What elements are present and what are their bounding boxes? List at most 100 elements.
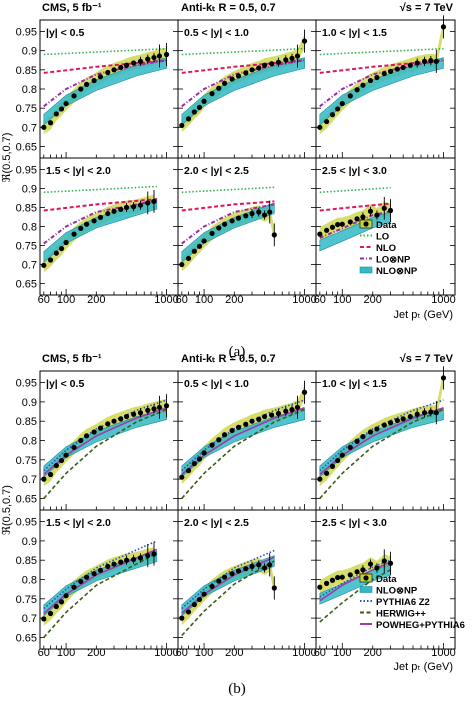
panel-a-6: 60 100 200 1000 2.5 < |y| < 3.0 DataLONLOLO⊗N… xyxy=(314,157,456,306)
data-point xyxy=(63,593,69,599)
caption-a: (a) xyxy=(229,344,246,360)
data-point xyxy=(347,572,353,578)
data-point xyxy=(229,76,235,82)
data-point xyxy=(283,57,289,63)
nlo-np-band xyxy=(319,563,391,605)
herwig-line xyxy=(43,552,158,638)
data-point xyxy=(185,468,192,474)
data-point xyxy=(374,565,380,571)
pythia6-z2-line xyxy=(181,399,305,472)
header-right: √s = 7 TeV xyxy=(400,2,454,14)
data-point xyxy=(151,198,157,204)
data-point xyxy=(71,444,77,451)
data-point xyxy=(118,559,124,565)
data-point xyxy=(185,609,192,615)
data-point xyxy=(221,574,228,580)
x-tick-label: 200 xyxy=(87,294,105,306)
data-point xyxy=(221,221,228,227)
data-point xyxy=(47,120,54,126)
data-point xyxy=(41,616,47,622)
header-left: CMS, 5 fb⁻¹ xyxy=(42,2,102,14)
y-tick-label: 0.65 xyxy=(16,632,37,644)
data-point xyxy=(243,566,249,572)
data-point xyxy=(111,67,117,73)
legend-entry: NLO⊗NP xyxy=(376,586,418,597)
data-point xyxy=(53,603,59,610)
data-point xyxy=(118,416,124,422)
data-point xyxy=(229,427,235,434)
data-point xyxy=(249,210,255,217)
data-point xyxy=(317,231,323,237)
x-axis-label: Jet pₜ (GeV) xyxy=(394,309,454,321)
data-point xyxy=(294,404,301,410)
y-tick-label: 0.8 xyxy=(22,222,37,234)
y-axis-label: ℜ(0.5,0.7) xyxy=(1,133,13,183)
herwig-line xyxy=(181,408,305,499)
y-tick-label: 0.95 xyxy=(16,517,37,529)
panel-b-6: 60 100 200 1000 2.5 < |y| < 3.0 DataNLO⊗NPPYT… xyxy=(314,509,465,659)
y-tick-label: 0.9 xyxy=(22,397,37,409)
y-tick-label: 0.7 xyxy=(22,260,37,272)
panel-b-1: 0.65 0.7 0.75 0.8 0.85 0.9 0.95 |y| < 0.5 xyxy=(16,370,179,511)
x-tick-label: 60 xyxy=(314,294,326,306)
lo-np-line xyxy=(181,59,305,108)
data-point xyxy=(145,56,151,62)
rapidity-bin-label: 1.0 < |y| < 1.5 xyxy=(322,27,387,39)
data-point xyxy=(267,209,273,215)
nlo-line xyxy=(181,200,275,212)
data-point xyxy=(83,81,90,87)
data-point xyxy=(275,59,282,65)
y-tick-label: 0.85 xyxy=(16,555,37,567)
data-point xyxy=(137,410,144,416)
data-point xyxy=(354,216,360,222)
x-tick-label: 100 xyxy=(195,294,213,306)
data-point xyxy=(335,574,341,581)
data-point xyxy=(271,232,277,238)
data-point xyxy=(400,64,406,71)
data-point xyxy=(105,210,111,217)
herwig-line xyxy=(43,408,167,499)
nlo-np-band xyxy=(43,197,158,263)
data-point xyxy=(91,429,97,435)
data-point xyxy=(91,571,97,577)
pythia6-z2-line xyxy=(43,399,167,472)
data-point xyxy=(58,245,65,252)
data-point xyxy=(381,558,387,564)
lo-np-line xyxy=(181,203,275,245)
y-tick-label: 0.9 xyxy=(22,183,37,195)
chart-set-a: CMS, 5 fb⁻¹ Anti-kₜ R = 0.5, 0.7 √s = 7 Te… xyxy=(1,2,456,360)
data-point xyxy=(97,567,104,573)
panel-b-3: 1.0 < |y| < 1.5 xyxy=(315,366,456,511)
lo-line xyxy=(181,47,305,56)
y-tick-label: 0.9 xyxy=(22,46,37,58)
data-point xyxy=(407,413,413,420)
x-tick-label: 100 xyxy=(195,647,213,659)
data-point xyxy=(339,221,345,227)
panel-frame xyxy=(177,509,317,650)
legend-swatch xyxy=(359,586,373,593)
lo-np-line xyxy=(319,210,391,239)
panel-frame xyxy=(177,370,317,511)
data-point xyxy=(196,104,203,110)
legend-nlonp xyxy=(359,266,373,274)
data-point xyxy=(256,416,262,422)
x-tick-label: 1000 xyxy=(154,294,178,306)
y-tick-label: 0.75 xyxy=(16,594,37,606)
legend-swatch xyxy=(359,219,373,229)
data-point xyxy=(78,225,84,232)
x-tick-label: 60 xyxy=(176,647,188,659)
data-point xyxy=(123,413,130,420)
data-point xyxy=(289,55,295,61)
data-point xyxy=(78,578,84,585)
data-point xyxy=(216,578,222,584)
data-point xyxy=(317,476,323,482)
data-point xyxy=(78,437,84,444)
lo-line xyxy=(43,185,157,194)
data-point xyxy=(156,53,163,59)
legend-nlonp xyxy=(359,586,373,593)
powheg-pythia6-line xyxy=(319,561,391,602)
data-point xyxy=(53,462,59,469)
data-point xyxy=(329,577,336,583)
x-tick-label: 100 xyxy=(57,647,75,659)
chart-set-b: CMS, 5 fb⁻¹ Anti-kₜ R = 0.5, 0.7 √s = 7 Te… xyxy=(1,353,465,697)
